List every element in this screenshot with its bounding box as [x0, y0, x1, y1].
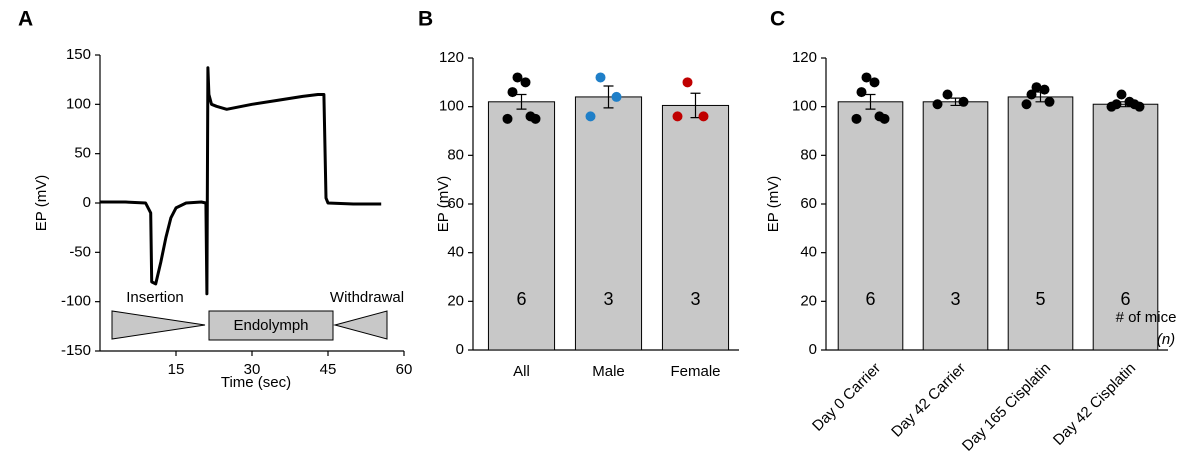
x-tick-label: 30	[244, 361, 261, 378]
data-point	[507, 87, 518, 98]
annotation: Insertion	[126, 289, 184, 306]
n-label: 3	[603, 289, 613, 309]
y-tick-label: 20	[800, 292, 817, 309]
error-bar	[950, 97, 961, 107]
x-tick-label: Day 165 Cisplatin	[959, 360, 1054, 455]
annotation: Withdrawal	[330, 289, 404, 306]
y-axis-label: EP (mV)	[765, 176, 782, 232]
data-point	[958, 96, 969, 107]
x-axis-label: Time (sec)	[221, 374, 291, 391]
endolymph-box	[208, 310, 334, 341]
data-point	[942, 89, 953, 100]
y-axis-label: EP (mV)	[33, 175, 50, 231]
x-tick-label: Female	[670, 363, 720, 380]
y-tick-label: 20	[447, 292, 464, 309]
data-point	[1039, 84, 1050, 95]
data-point	[1134, 101, 1145, 112]
x-tick-label: Day 0 Carrier	[809, 360, 884, 435]
n-legend-symbol: (n)	[1157, 331, 1175, 348]
data-point	[1031, 82, 1042, 93]
data-point	[869, 77, 880, 88]
n-label: 6	[1120, 289, 1130, 309]
data-point	[861, 72, 872, 83]
error-bar	[516, 93, 527, 110]
y-tick-label: 40	[800, 244, 817, 261]
x-tick-label: 45	[320, 361, 337, 378]
y-tick-label: 80	[447, 146, 464, 163]
data-point	[672, 111, 683, 122]
data-point	[512, 72, 523, 83]
data-point	[520, 77, 531, 88]
data-point	[856, 87, 867, 98]
x-tick-label: Male	[592, 363, 625, 380]
error-bar	[865, 93, 876, 110]
y-tick-label: 60	[800, 195, 817, 212]
n-label: 6	[516, 289, 526, 309]
y-tick-label: -100	[61, 293, 91, 310]
y-tick-label: 40	[447, 244, 464, 261]
withdrawal-wedge	[333, 310, 388, 340]
data-point	[502, 113, 513, 124]
bar	[837, 101, 904, 351]
bar	[1007, 96, 1074, 351]
y-tick-label: 0	[809, 341, 817, 358]
y-axis-label: EP (mV)	[435, 176, 452, 232]
panel-label: B	[418, 8, 433, 31]
data-point	[851, 113, 862, 124]
x-tick-label: Day 42 Cisplatin	[1050, 360, 1139, 449]
data-point	[595, 72, 606, 83]
bar	[487, 101, 556, 351]
n-label: 6	[865, 289, 875, 309]
bar	[574, 96, 643, 351]
x-tick-label: All	[513, 363, 530, 380]
data-point	[530, 113, 541, 124]
y-tick-label: 150	[66, 46, 91, 63]
y-tick-label: 120	[792, 49, 817, 66]
y-tick-label: 80	[800, 146, 817, 163]
y-tick-label: -50	[69, 243, 91, 260]
y-tick-label: 120	[439, 49, 464, 66]
data-point	[879, 113, 890, 124]
ep-trace	[100, 66, 382, 296]
y-tick-label: 60	[447, 195, 464, 212]
y-tick-label: 100	[439, 98, 464, 115]
data-point	[1021, 99, 1032, 110]
insertion-wedge	[111, 310, 206, 340]
n-label: 3	[950, 289, 960, 309]
bar	[922, 101, 989, 351]
x-tick-label: Day 42 Carrier	[888, 360, 969, 441]
n-legend: # of mice	[1116, 309, 1177, 326]
data-point	[682, 77, 693, 88]
n-label: 3	[690, 289, 700, 309]
data-point	[932, 99, 943, 110]
data-point	[1106, 101, 1117, 112]
annotation: Endolymph	[233, 317, 308, 334]
data-point	[611, 91, 622, 102]
data-point	[1116, 89, 1127, 100]
y-tick-label: 0	[83, 194, 91, 211]
y-tick-label: 50	[74, 145, 91, 162]
x-tick-label: 15	[168, 361, 185, 378]
error-bar	[603, 85, 614, 109]
y-tick-label: 100	[792, 98, 817, 115]
data-point	[1044, 96, 1055, 107]
x-tick-label: 60	[396, 361, 413, 378]
n-label: 5	[1035, 289, 1045, 309]
y-tick-label: 0	[456, 341, 464, 358]
panel-label: A	[18, 8, 33, 31]
bar	[661, 104, 730, 351]
bar	[1092, 103, 1159, 351]
y-tick-label: -150	[61, 342, 91, 359]
y-tick-label: 100	[66, 95, 91, 112]
data-point	[698, 111, 709, 122]
panel-label: C	[770, 8, 785, 31]
data-point	[585, 111, 596, 122]
data-point	[1026, 89, 1037, 100]
